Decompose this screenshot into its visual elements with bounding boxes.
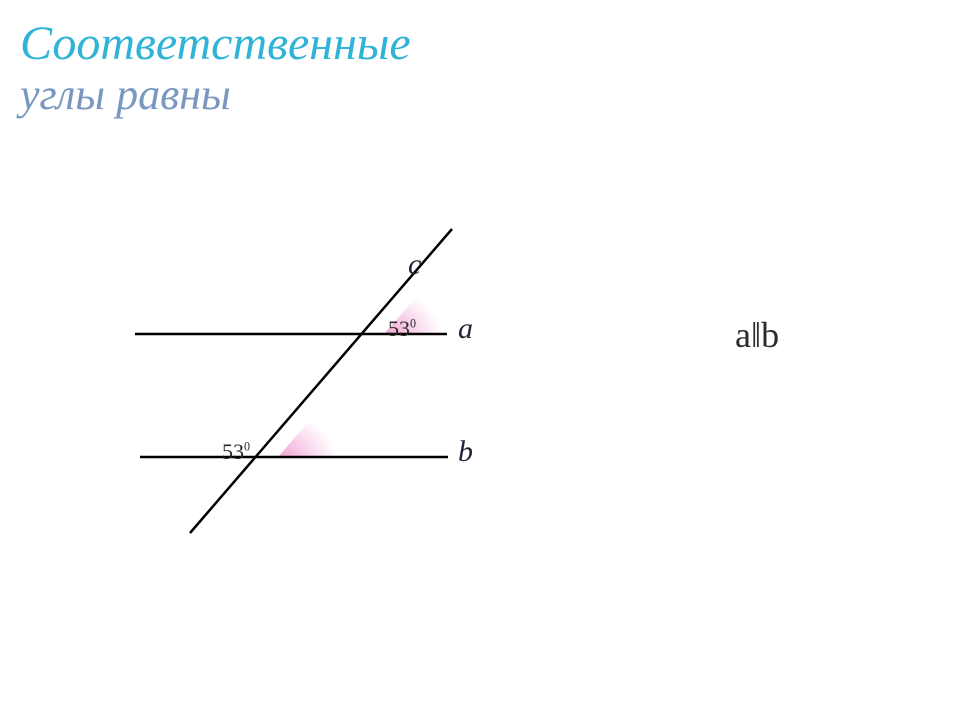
line-label-c: с bbox=[408, 248, 421, 282]
angle-label-upper: 530 bbox=[388, 316, 416, 342]
angle-upper-value: 53 bbox=[388, 316, 410, 341]
angle-upper-sup: 0 bbox=[410, 317, 416, 331]
line-label-b: b bbox=[458, 435, 473, 469]
angle-lower-sup: 0 bbox=[244, 440, 250, 454]
angle-label-lower: 530 bbox=[222, 439, 250, 465]
angle-lower-value: 53 bbox=[222, 439, 244, 464]
parallel-notation: aǁb bbox=[735, 314, 779, 356]
geometry-diagram bbox=[0, 0, 960, 720]
line-label-a: a bbox=[458, 312, 473, 346]
